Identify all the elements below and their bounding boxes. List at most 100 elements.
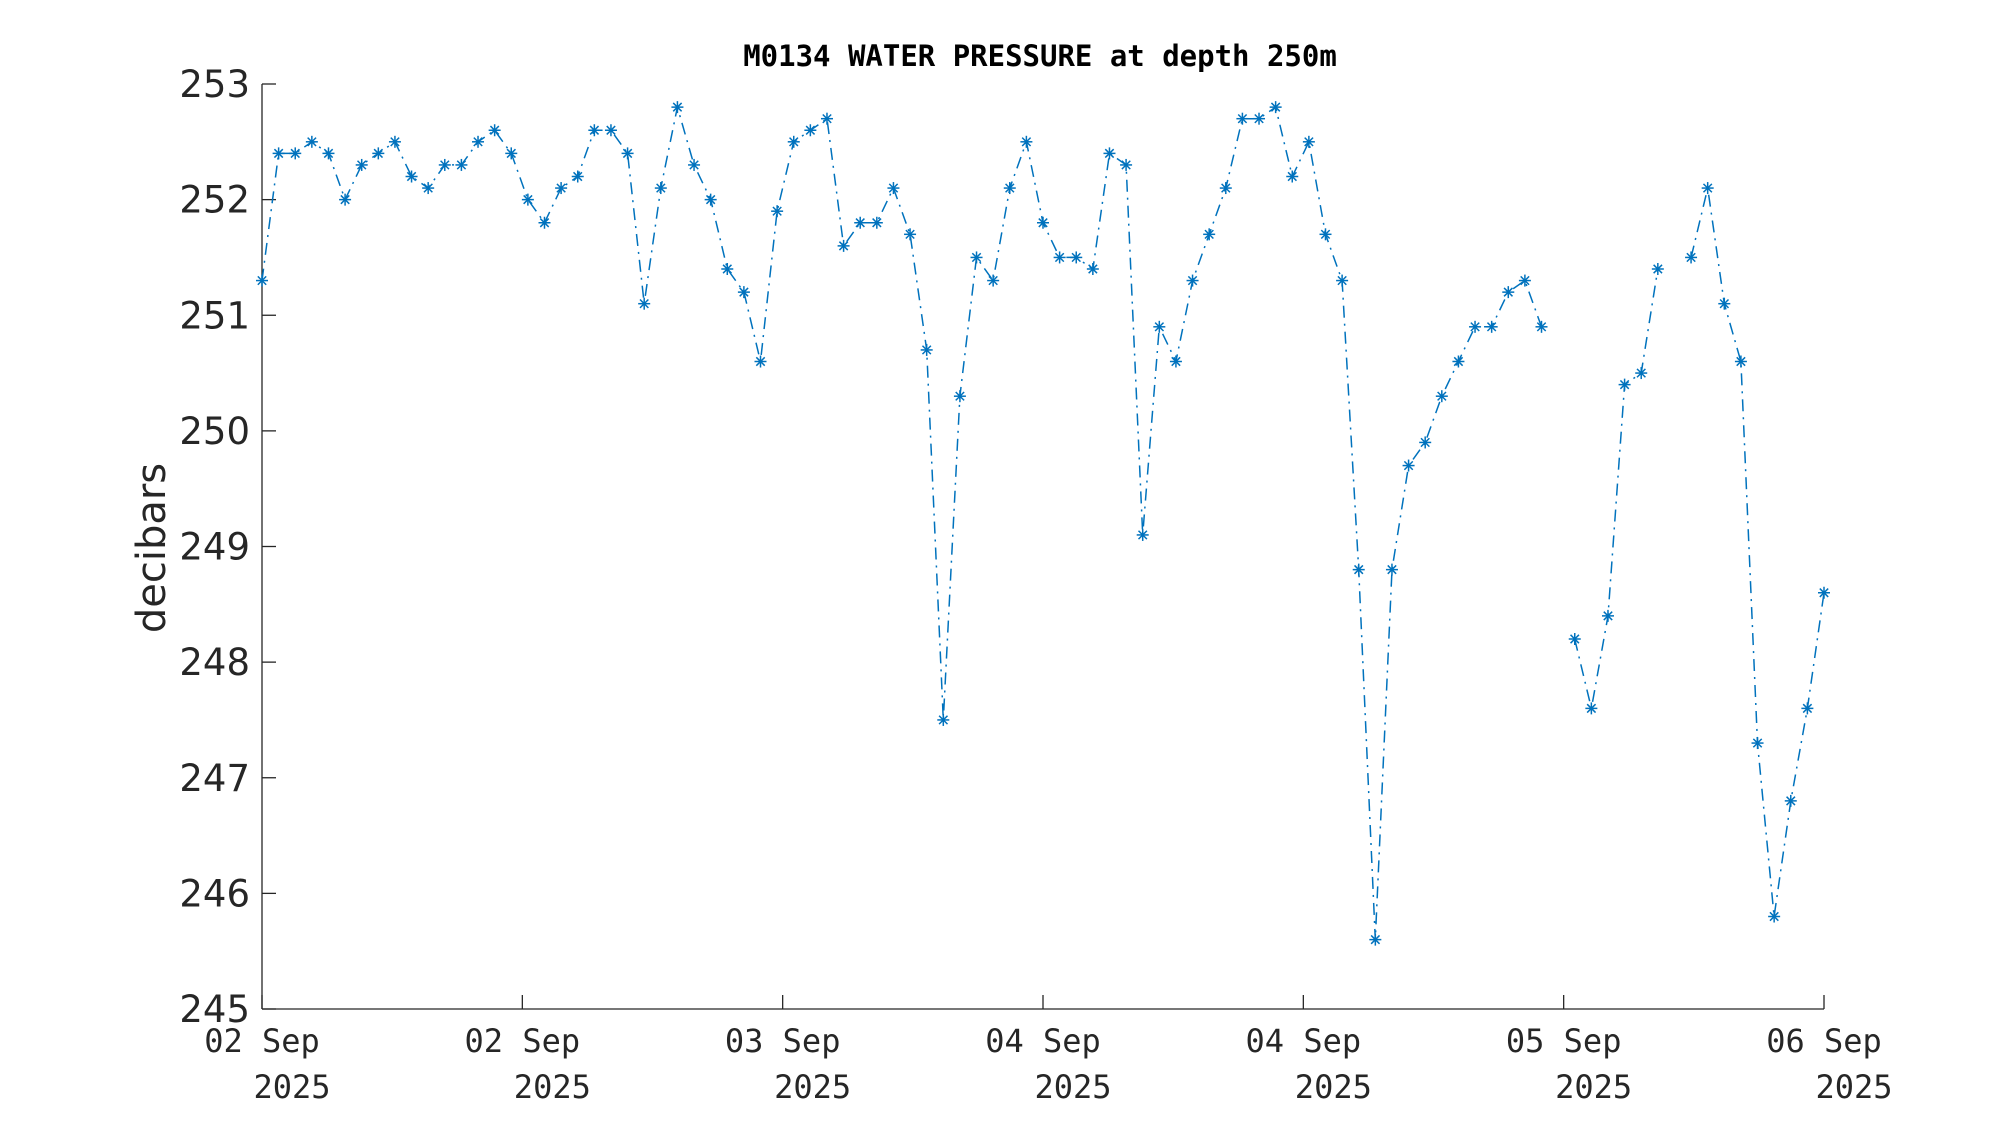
y-tick-label: 246 bbox=[179, 872, 250, 915]
data-point bbox=[754, 355, 767, 368]
y-tick-label: 248 bbox=[179, 641, 250, 684]
data-point bbox=[654, 182, 667, 195]
data-point bbox=[422, 182, 435, 195]
x-tick-label-year: 2025 bbox=[514, 1068, 591, 1106]
data-point bbox=[289, 147, 302, 160]
plot-area bbox=[256, 101, 1830, 946]
x-tick-label: 05 Sep 2025 bbox=[1506, 1022, 1632, 1106]
x-tick-label: 06 Sep 2025 bbox=[1766, 1022, 1892, 1106]
x-tick-label-year: 2025 bbox=[1034, 1068, 1111, 1106]
data-point bbox=[704, 193, 717, 206]
y-tick-label: 253 bbox=[179, 63, 250, 106]
data-point bbox=[870, 216, 883, 229]
y-tick-label: 249 bbox=[179, 526, 250, 569]
data-point bbox=[472, 135, 485, 148]
data-point bbox=[1585, 702, 1598, 715]
x-tick-label-date: 02 Sep bbox=[465, 1022, 581, 1060]
data-point bbox=[322, 147, 335, 160]
data-point bbox=[1103, 147, 1116, 160]
data-point bbox=[438, 158, 451, 171]
data-point bbox=[1751, 737, 1764, 750]
data-point bbox=[1535, 320, 1548, 333]
data-point bbox=[970, 251, 983, 264]
data-point bbox=[671, 101, 684, 114]
x-tick-label: 02 Sep 2025 bbox=[204, 1022, 330, 1106]
data-point bbox=[1518, 274, 1531, 287]
data-point bbox=[1435, 390, 1448, 403]
data-point bbox=[1286, 170, 1299, 183]
data-point bbox=[820, 112, 833, 125]
data-point bbox=[1469, 320, 1482, 333]
data-point bbox=[1086, 263, 1099, 275]
x-tick-label-year: 2025 bbox=[774, 1068, 851, 1106]
data-point bbox=[638, 297, 651, 310]
data-point bbox=[505, 147, 518, 160]
data-point bbox=[1452, 355, 1465, 368]
data-point bbox=[538, 216, 551, 229]
data-point bbox=[787, 135, 800, 148]
data-point bbox=[1053, 251, 1066, 264]
data-point bbox=[688, 158, 701, 171]
data-point bbox=[737, 286, 750, 299]
data-point bbox=[621, 147, 634, 160]
series-line bbox=[261, 105, 1825, 940]
data-point bbox=[1635, 367, 1648, 380]
x-tick-label-year: 2025 bbox=[1555, 1068, 1632, 1106]
data-point bbox=[771, 205, 784, 218]
x-tick-label-date: 02 Sep bbox=[204, 1022, 320, 1060]
y-tick-label: 247 bbox=[179, 757, 250, 800]
data-point bbox=[588, 124, 601, 137]
data-point bbox=[1402, 459, 1415, 472]
data-point bbox=[887, 182, 900, 195]
data-point bbox=[1302, 135, 1315, 148]
data-point bbox=[1618, 378, 1631, 391]
data-point bbox=[604, 124, 617, 137]
data-point bbox=[256, 274, 268, 287]
data-point bbox=[1169, 355, 1182, 368]
data-point bbox=[1336, 274, 1349, 287]
data-point bbox=[405, 170, 418, 183]
data-point bbox=[1003, 182, 1016, 195]
data-point bbox=[721, 263, 734, 275]
data-point bbox=[1601, 609, 1614, 622]
x-tick-label: 03 Sep 2025 bbox=[725, 1022, 851, 1106]
data-point bbox=[355, 158, 368, 171]
data-point bbox=[1801, 702, 1814, 715]
data-point bbox=[1784, 794, 1797, 807]
x-tick-label-date: 06 Sep bbox=[1766, 1022, 1882, 1060]
data-point bbox=[1236, 112, 1249, 125]
data-point bbox=[1020, 135, 1033, 148]
data-point bbox=[1037, 216, 1049, 229]
y-tick-label: 252 bbox=[179, 179, 250, 222]
x-tick-label: 02 Sep 2025 bbox=[465, 1022, 591, 1106]
data-point bbox=[1253, 112, 1266, 125]
data-point bbox=[1718, 297, 1731, 310]
data-point bbox=[1818, 586, 1830, 599]
data-point bbox=[1352, 563, 1365, 576]
x-tick-label-year: 2025 bbox=[253, 1068, 330, 1106]
data-point bbox=[339, 193, 352, 206]
x-tick-label-date: 03 Sep bbox=[725, 1022, 841, 1060]
y-tick-label: 245 bbox=[179, 988, 250, 1031]
x-tick-label-year: 2025 bbox=[1815, 1068, 1892, 1106]
data-point bbox=[1153, 320, 1166, 333]
data-point bbox=[1701, 182, 1714, 195]
data-point bbox=[837, 239, 850, 252]
data-point bbox=[987, 274, 1000, 287]
data-point bbox=[1685, 251, 1698, 264]
y-axis-label: decibars bbox=[129, 463, 175, 633]
data-point bbox=[1734, 355, 1747, 368]
data-point bbox=[1568, 633, 1581, 645]
data-point bbox=[305, 135, 318, 148]
data-point bbox=[555, 182, 568, 195]
data-point bbox=[1385, 563, 1398, 576]
data-point bbox=[488, 124, 501, 137]
data-point bbox=[1651, 263, 1664, 275]
data-point bbox=[1269, 101, 1282, 114]
data-point bbox=[920, 343, 933, 356]
data-point bbox=[1070, 251, 1083, 264]
y-tick-label: 250 bbox=[179, 410, 250, 453]
x-tick-label-year: 2025 bbox=[1295, 1068, 1372, 1106]
x-tick-label-date: 04 Sep bbox=[985, 1022, 1101, 1060]
